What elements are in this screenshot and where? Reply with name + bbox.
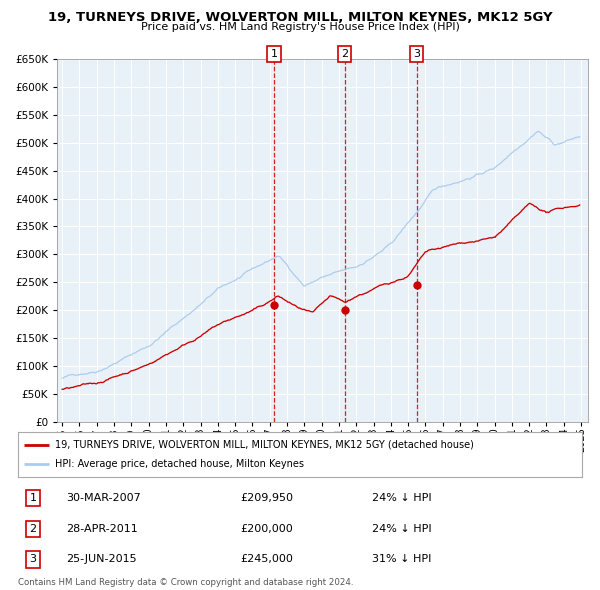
Text: £245,000: £245,000: [240, 555, 293, 565]
Text: 2: 2: [29, 524, 37, 534]
Text: 19, TURNEYS DRIVE, WOLVERTON MILL, MILTON KEYNES, MK12 5GY: 19, TURNEYS DRIVE, WOLVERTON MILL, MILTO…: [47, 11, 553, 24]
Text: 24% ↓ HPI: 24% ↓ HPI: [372, 524, 431, 534]
Text: 31% ↓ HPI: 31% ↓ HPI: [372, 555, 431, 565]
Text: HPI: Average price, detached house, Milton Keynes: HPI: Average price, detached house, Milt…: [55, 460, 304, 469]
Text: 3: 3: [29, 555, 37, 565]
Text: 24% ↓ HPI: 24% ↓ HPI: [372, 493, 431, 503]
Text: 30-MAR-2007: 30-MAR-2007: [66, 493, 141, 503]
Text: 25-JUN-2015: 25-JUN-2015: [66, 555, 137, 565]
Text: 2: 2: [341, 49, 348, 59]
Text: Price paid vs. HM Land Registry's House Price Index (HPI): Price paid vs. HM Land Registry's House …: [140, 22, 460, 32]
Text: 1: 1: [29, 493, 37, 503]
Text: 1: 1: [271, 49, 278, 59]
Text: 3: 3: [413, 49, 420, 59]
Text: £209,950: £209,950: [240, 493, 293, 503]
Text: 19, TURNEYS DRIVE, WOLVERTON MILL, MILTON KEYNES, MK12 5GY (detached house): 19, TURNEYS DRIVE, WOLVERTON MILL, MILTO…: [55, 440, 473, 450]
Text: Contains HM Land Registry data © Crown copyright and database right 2024.: Contains HM Land Registry data © Crown c…: [18, 578, 353, 587]
Text: £200,000: £200,000: [240, 524, 293, 534]
Text: 28-APR-2011: 28-APR-2011: [66, 524, 138, 534]
